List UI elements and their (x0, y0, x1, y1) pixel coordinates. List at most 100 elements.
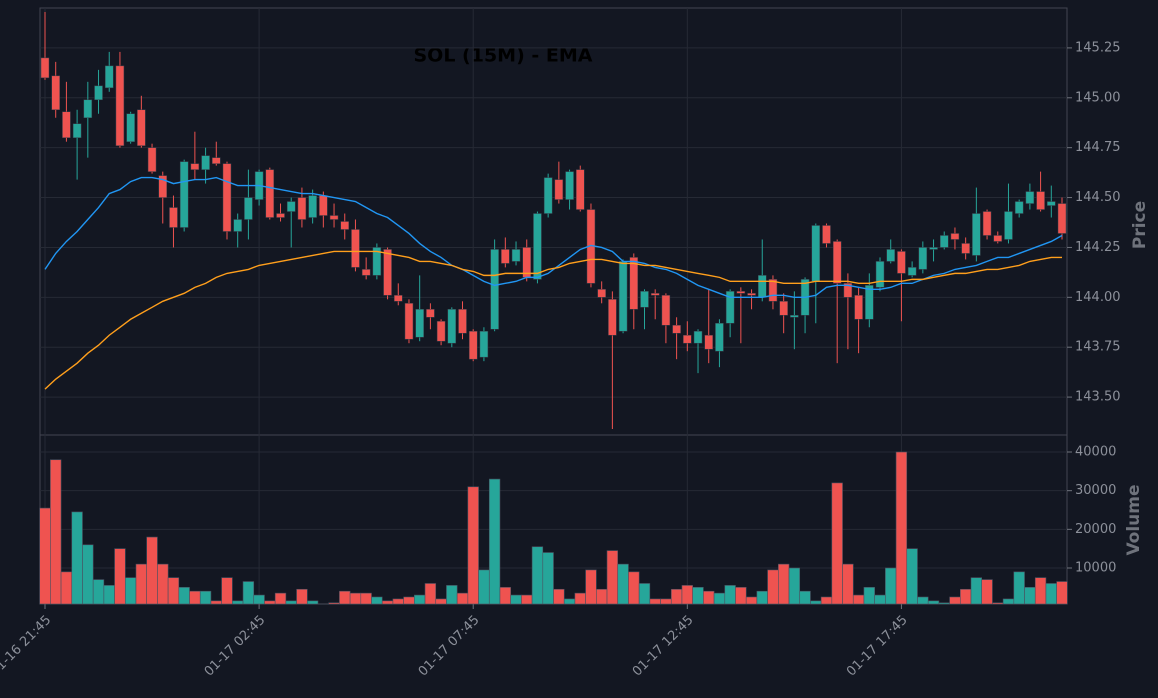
candle-body (758, 275, 766, 297)
candle-body (394, 295, 402, 301)
volume-bar (436, 599, 447, 604)
volume-bar (500, 587, 511, 604)
volume-bar (61, 572, 72, 604)
candle-body (822, 225, 830, 243)
volume-bar (468, 487, 479, 604)
volume-bar (179, 587, 190, 604)
volume-bar (714, 593, 725, 604)
volume-bar (361, 593, 372, 604)
volume-bar (917, 597, 928, 604)
candle-body (105, 66, 113, 88)
volume-bar (821, 597, 832, 604)
candle-body (769, 279, 777, 301)
candle-body (855, 295, 863, 319)
volume-bar (115, 549, 126, 604)
candle-body (972, 214, 980, 256)
volume-bar (243, 582, 254, 604)
candle-body (62, 112, 70, 138)
volume-bar (286, 601, 297, 604)
volume-bar (104, 585, 115, 604)
candle-body (662, 295, 670, 325)
volume-bar (532, 547, 543, 604)
candle-body (790, 315, 798, 317)
candle-body (533, 214, 541, 280)
volume-bar (147, 537, 158, 604)
candle-body (994, 235, 1002, 241)
price-panel (40, 8, 1067, 435)
volume-bar (275, 593, 286, 604)
volume-bar (832, 483, 843, 604)
volume-tick-label: 30000 (1075, 483, 1116, 498)
candle-body (469, 331, 477, 359)
candle-body (1047, 202, 1055, 206)
volume-bar (457, 593, 468, 604)
volume-bar (768, 570, 779, 604)
volume-bar (575, 593, 586, 604)
y-tick-label: 145.25 (1075, 40, 1121, 55)
candle-body (277, 214, 285, 218)
y-tick-label: 144.50 (1075, 190, 1121, 205)
volume-bar (350, 593, 361, 604)
candle-body (1026, 192, 1034, 204)
candle-body (41, 58, 49, 78)
candle-body (73, 124, 81, 138)
candle-body (962, 243, 970, 253)
candle-body (748, 293, 756, 295)
volume-bar (414, 595, 425, 604)
volume-bar (1003, 599, 1014, 604)
volume-bar (607, 551, 618, 604)
candle-body (833, 241, 841, 283)
volume-bar (885, 568, 896, 604)
volume-bar (693, 587, 704, 604)
volume-bar (725, 585, 736, 604)
volume-bar (960, 589, 971, 604)
volume-bar (297, 589, 308, 604)
volume-bar (618, 564, 629, 604)
candle-body (180, 162, 188, 228)
volume-bar (190, 591, 201, 604)
volume-bar (425, 583, 436, 604)
volume-tick-label: 20000 (1075, 522, 1116, 537)
volume-bar (735, 587, 746, 604)
candle-body (137, 110, 145, 146)
candle-body (897, 251, 905, 273)
volume-bar (671, 589, 682, 604)
candle-body (705, 335, 713, 349)
volume-bar (382, 601, 393, 604)
volume-bar (843, 564, 854, 604)
volume-bar (628, 572, 639, 604)
candle-body (459, 309, 467, 333)
candle-body (865, 285, 873, 319)
candle-body (437, 321, 445, 341)
volume-bar (479, 570, 490, 604)
candle-body (191, 164, 199, 170)
volume-bar (211, 601, 222, 604)
volume-bar (757, 591, 768, 604)
candle-body (169, 208, 177, 228)
candle-body (951, 233, 959, 239)
candle-body (244, 198, 252, 220)
volume-bar (157, 564, 168, 604)
volume-bar (564, 599, 575, 604)
volume-bar (639, 583, 650, 604)
volume-bar (703, 591, 714, 604)
candle-body (491, 249, 499, 329)
volume-bar (1057, 582, 1068, 604)
volume-bar (800, 591, 811, 604)
volume-bar (864, 587, 875, 604)
candle-body (223, 164, 231, 232)
candle-body (576, 170, 584, 210)
candle-body (448, 309, 456, 343)
candle-body (127, 114, 135, 142)
volume-bar (746, 597, 757, 604)
volume-bar (939, 603, 950, 604)
candle-body (940, 235, 948, 247)
candle-body (351, 229, 359, 267)
candle-body (234, 220, 242, 232)
volume-bar (853, 595, 864, 604)
candle-body (298, 198, 306, 220)
volume-bar (789, 568, 800, 604)
volume-bar (50, 460, 61, 604)
